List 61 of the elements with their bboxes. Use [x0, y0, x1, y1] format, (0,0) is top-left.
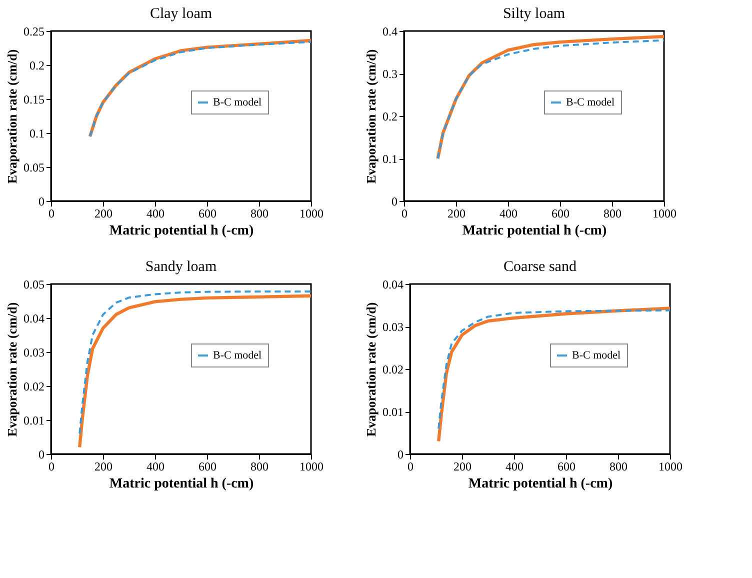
x-tick-label: 200: [94, 460, 112, 474]
chart-title: Silty loam: [502, 6, 566, 22]
x-tick-label: 200: [454, 460, 472, 474]
legend-label: B-C model: [572, 350, 621, 362]
x-tick-label: 1000: [300, 206, 324, 220]
x-tick-label: 600: [198, 460, 216, 474]
y-tick-label: 0.4: [382, 24, 398, 38]
x-tick-label: 1000: [658, 460, 682, 474]
y-tick-label: 0.02: [24, 380, 44, 394]
legend-label: B-C model: [213, 350, 262, 362]
x-tick-label: 200: [94, 206, 112, 220]
chart-title: Coarse sand: [504, 259, 577, 275]
y-tick-label: 0: [392, 194, 398, 208]
y-tick-label: 0: [38, 194, 44, 208]
y-tick-label: 0.1: [30, 126, 44, 140]
x-axis-title: Matric potential h (-cm): [468, 476, 613, 492]
y-tick-label: 0.04: [382, 278, 404, 292]
x-tick-label: 800: [604, 206, 622, 220]
x-tick-label: 0: [48, 460, 54, 474]
chart-title: Sandy loam: [145, 259, 217, 275]
y-tick-label: 0.05: [24, 160, 44, 174]
x-tick-label: 1000: [652, 206, 676, 220]
y-tick-label: 0.01: [24, 414, 44, 428]
y-tick-label: 0.2: [30, 58, 44, 72]
y-tick-label: 0.1: [382, 152, 398, 166]
x-tick-label: 400: [500, 206, 518, 220]
x-tick-label: 800: [610, 460, 628, 474]
x-tick-label: 400: [146, 206, 164, 220]
x-tick-label: 1000: [300, 460, 324, 474]
x-axis-title: Matric potential h (-cm): [109, 224, 254, 238]
x-tick-label: 400: [146, 460, 164, 474]
x-tick-label: 800: [250, 206, 268, 220]
y-tick-label: 0.05: [24, 278, 44, 292]
y-tick-label: 0.25: [24, 24, 44, 38]
x-tick-label: 800: [250, 460, 268, 474]
y-tick-label: 0.04: [24, 312, 44, 326]
y-axis-title: Evaporation rate (cm/d): [4, 49, 20, 184]
y-tick-label: 0.3: [382, 67, 398, 81]
x-tick-label: 600: [552, 206, 570, 220]
y-tick-label: 0.02: [382, 362, 404, 376]
x-axis-title: Matric potential h (-cm): [462, 224, 607, 238]
chart-title: Clay loam: [150, 6, 212, 22]
y-axis-title: Evaporation rate (cm/d): [364, 302, 378, 437]
legend-label: B-C model: [213, 96, 262, 108]
x-tick-label: 0: [48, 206, 54, 220]
y-tick-label: 0.03: [24, 346, 44, 360]
y-tick-label: 0.15: [24, 92, 44, 106]
x-axis-title: Matric potential h (-cm): [109, 476, 254, 492]
x-tick-label: 600: [198, 206, 216, 220]
x-tick-label: 400: [506, 460, 524, 474]
legend-label: B-C model: [566, 96, 615, 108]
x-tick-label: 0: [408, 460, 414, 474]
y-axis-title: Evaporation rate (cm/d): [364, 49, 378, 184]
y-tick-label: 0.01: [382, 405, 404, 419]
y-tick-label: 0.2: [382, 110, 398, 124]
y-tick-label: 0: [38, 448, 44, 462]
y-tick-label: 0: [398, 448, 404, 462]
y-axis-title: Evaporation rate (cm/d): [4, 302, 20, 437]
y-tick-label: 0.03: [382, 320, 404, 334]
x-tick-label: 200: [448, 206, 466, 220]
x-tick-label: 600: [558, 460, 576, 474]
